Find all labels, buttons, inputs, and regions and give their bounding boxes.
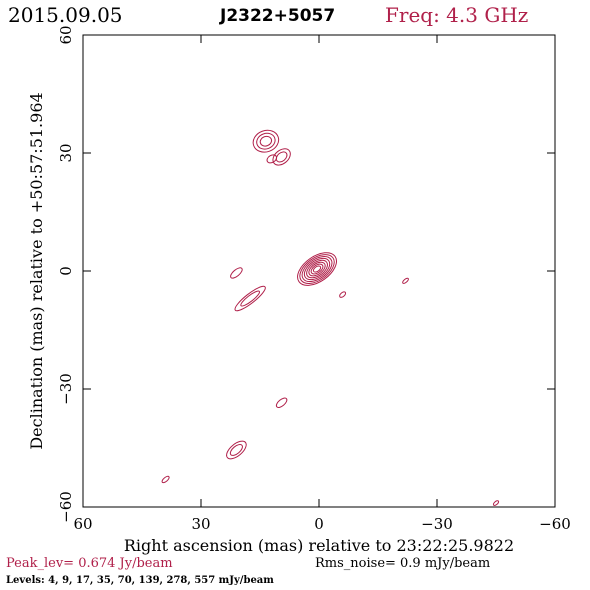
contour-core-level-1 bbox=[297, 252, 337, 286]
contour-levels: Levels: 4, 9, 17, 35, 70, 139, 278, 557 … bbox=[6, 575, 274, 586]
x-tick-label-2: 0 bbox=[314, 515, 324, 533]
contour-jet-1-level-2 bbox=[240, 290, 260, 307]
contour-knot-3-level-1 bbox=[402, 277, 409, 284]
contour-north-1-level-3 bbox=[259, 135, 273, 147]
contour-core-level-8 bbox=[312, 265, 322, 273]
contour-knot-4-level-1 bbox=[275, 397, 288, 408]
observation-date: 2015.09.05 bbox=[8, 3, 123, 27]
contour-knot-7-level-1 bbox=[492, 500, 500, 506]
x-tick-label-3: −30 bbox=[421, 515, 453, 533]
contour-knot-1-level-1 bbox=[230, 267, 243, 279]
contour-core-level-7 bbox=[310, 263, 324, 275]
frequency-label: Freq: 4.3 GHz bbox=[385, 3, 528, 27]
y-tick-label-3: 30 bbox=[57, 143, 75, 162]
peak-level: Peak_lev= 0.674 Jy/beam bbox=[6, 556, 173, 571]
rms-noise: Rms_noise= 0.9 mJy/beam bbox=[315, 556, 490, 571]
x-tick-label-1: 30 bbox=[191, 515, 210, 533]
contour-layer bbox=[161, 129, 500, 506]
contour-north-2-level-2 bbox=[275, 151, 288, 163]
axis-tick-labels: 60 30 0 −30 −60 −60 −30 0 30 60 bbox=[57, 25, 571, 533]
x-axis-label: Right ascension (mas) relative to 23:22:… bbox=[124, 536, 514, 555]
contour-north-1-level-2 bbox=[256, 132, 276, 150]
contour-core-level-5 bbox=[306, 259, 328, 279]
contour-core-level-3 bbox=[301, 256, 333, 283]
contour-knot-2-level-1 bbox=[339, 291, 347, 298]
y-tick-label-0: −60 bbox=[57, 491, 75, 523]
x-tick-label-0: 60 bbox=[73, 515, 92, 533]
x-tick-label-4: −60 bbox=[539, 515, 571, 533]
contour-core-level-4 bbox=[303, 257, 331, 281]
axis-ticks bbox=[82, 34, 556, 508]
y-tick-label-1: −30 bbox=[57, 373, 75, 405]
contour-north-3-level-1 bbox=[266, 154, 278, 164]
y-tick-label-4: 60 bbox=[57, 25, 75, 44]
contour-knot-6-level-1 bbox=[161, 475, 170, 484]
contour-north-1-level-1 bbox=[252, 129, 280, 153]
contour-knot-5-level-1 bbox=[226, 440, 247, 460]
source-name: J2322+5057 bbox=[219, 6, 335, 26]
contour-north-2-level-1 bbox=[272, 148, 291, 166]
contour-core-level-2 bbox=[299, 254, 335, 284]
contour-knot-5-level-2 bbox=[229, 444, 243, 456]
contour-jet-1-level-1 bbox=[234, 285, 266, 312]
y-tick-label-2: 0 bbox=[57, 266, 75, 276]
y-axis-label: Declination (mas) relative to +50:57:51.… bbox=[27, 92, 46, 449]
contour-core-level-6 bbox=[308, 261, 326, 277]
